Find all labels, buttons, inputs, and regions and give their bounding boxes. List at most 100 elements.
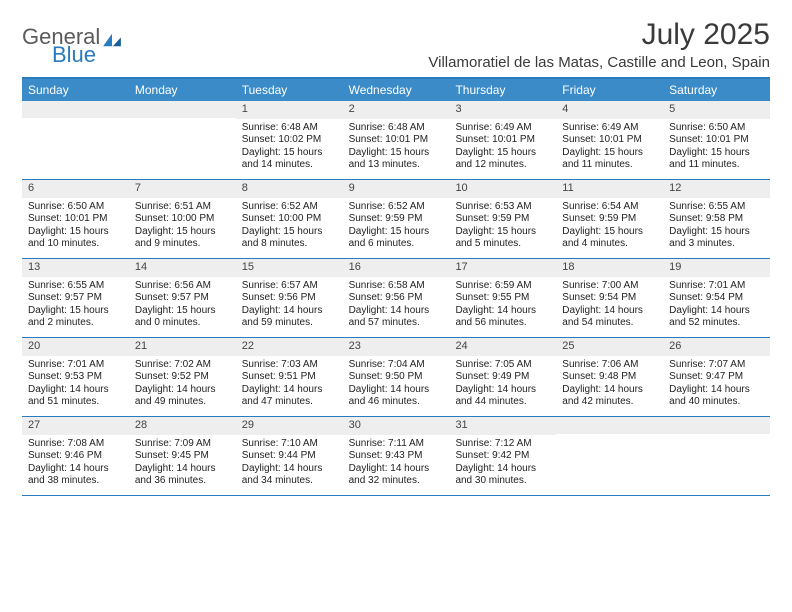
calendar-cell: 16Sunrise: 6:58 AMSunset: 9:56 PMDayligh… [343, 259, 450, 337]
calendar-cell: 23Sunrise: 7:04 AMSunset: 9:50 PMDayligh… [343, 338, 450, 416]
cell-body: Sunrise: 6:58 AMSunset: 9:56 PMDaylight:… [343, 277, 450, 335]
cell-line: Daylight: 14 hours [242, 305, 337, 318]
cell-line: Sunset: 10:02 PM [242, 134, 337, 147]
calendar-cell: 17Sunrise: 6:59 AMSunset: 9:55 PMDayligh… [449, 259, 556, 337]
cell-line: Sunset: 9:57 PM [135, 292, 230, 305]
cell-body: Sunrise: 7:04 AMSunset: 9:50 PMDaylight:… [343, 356, 450, 414]
cell-line: and 3 minutes. [669, 238, 764, 251]
calendar-cell: 22Sunrise: 7:03 AMSunset: 9:51 PMDayligh… [236, 338, 343, 416]
cell-line: Daylight: 14 hours [562, 384, 657, 397]
calendar-grid: SundayMondayTuesdayWednesdayThursdayFrid… [22, 77, 770, 496]
day-number: 19 [663, 259, 770, 277]
cell-body: Sunrise: 7:09 AMSunset: 9:45 PMDaylight:… [129, 435, 236, 493]
cell-line: Sunset: 9:54 PM [669, 292, 764, 305]
cell-line: Daylight: 14 hours [242, 463, 337, 476]
cell-body: Sunrise: 6:50 AMSunset: 10:01 PMDaylight… [22, 198, 129, 256]
cell-line: Daylight: 15 hours [669, 147, 764, 160]
cell-line: Daylight: 15 hours [28, 305, 123, 318]
cell-line: Sunset: 9:42 PM [455, 450, 550, 463]
cell-line: and 34 minutes. [242, 475, 337, 488]
day-number: 23 [343, 338, 450, 356]
cell-line: Sunrise: 7:07 AM [669, 359, 764, 372]
cell-line: Sunset: 9:56 PM [349, 292, 444, 305]
calendar-cell: 11Sunrise: 6:54 AMSunset: 9:59 PMDayligh… [556, 180, 663, 258]
day-number: 21 [129, 338, 236, 356]
day-number: 2 [343, 101, 450, 119]
cell-body: Sunrise: 7:07 AMSunset: 9:47 PMDaylight:… [663, 356, 770, 414]
cell-line: and 5 minutes. [455, 238, 550, 251]
day-number [129, 101, 236, 118]
cell-line: Sunset: 10:00 PM [242, 213, 337, 226]
day-number: 9 [343, 180, 450, 198]
cell-line: Daylight: 15 hours [562, 147, 657, 160]
cell-body: Sunrise: 7:01 AMSunset: 9:53 PMDaylight:… [22, 356, 129, 414]
calendar-cell: 24Sunrise: 7:05 AMSunset: 9:49 PMDayligh… [449, 338, 556, 416]
cell-line: and 32 minutes. [349, 475, 444, 488]
cell-line: Sunset: 9:45 PM [135, 450, 230, 463]
cell-line: Sunset: 10:01 PM [669, 134, 764, 147]
cell-line: Sunrise: 6:48 AM [349, 122, 444, 135]
cell-line: Sunrise: 6:49 AM [455, 122, 550, 135]
cell-body: Sunrise: 7:12 AMSunset: 9:42 PMDaylight:… [449, 435, 556, 493]
cell-line: Daylight: 14 hours [455, 384, 550, 397]
cell-line: Sunrise: 6:52 AM [242, 201, 337, 214]
cell-line: Sunrise: 6:58 AM [349, 280, 444, 293]
cell-line: Sunrise: 6:50 AM [28, 201, 123, 214]
calendar-cell [556, 417, 663, 495]
calendar-cell: 6Sunrise: 6:50 AMSunset: 10:01 PMDayligh… [22, 180, 129, 258]
day-number: 29 [236, 417, 343, 435]
cell-body: Sunrise: 6:48 AMSunset: 10:02 PMDaylight… [236, 119, 343, 177]
cell-body [22, 118, 129, 126]
cell-line: Sunrise: 7:05 AM [455, 359, 550, 372]
day-number: 28 [129, 417, 236, 435]
cell-line: and 57 minutes. [349, 317, 444, 330]
day-number [663, 417, 770, 434]
cell-line: and 51 minutes. [28, 396, 123, 409]
month-title: July 2025 [428, 18, 770, 52]
cell-line: and 49 minutes. [135, 396, 230, 409]
day-header: Tuesday [236, 79, 343, 101]
cell-line: Daylight: 15 hours [562, 226, 657, 239]
day-header: Wednesday [343, 79, 450, 101]
cell-line: Sunrise: 6:49 AM [562, 122, 657, 135]
cell-line: Daylight: 15 hours [242, 147, 337, 160]
day-number: 10 [449, 180, 556, 198]
cell-line: Sunset: 9:43 PM [349, 450, 444, 463]
day-header: Sunday [22, 79, 129, 101]
cell-body: Sunrise: 6:55 AMSunset: 9:57 PMDaylight:… [22, 277, 129, 335]
cell-line: and 8 minutes. [242, 238, 337, 251]
day-number: 16 [343, 259, 450, 277]
cell-line: and 46 minutes. [349, 396, 444, 409]
cell-line: Sunset: 10:01 PM [455, 134, 550, 147]
calendar-cell: 12Sunrise: 6:55 AMSunset: 9:58 PMDayligh… [663, 180, 770, 258]
cell-body: Sunrise: 7:03 AMSunset: 9:51 PMDaylight:… [236, 356, 343, 414]
cell-line: Sunrise: 7:08 AM [28, 438, 123, 451]
cell-line: Sunrise: 6:53 AM [455, 201, 550, 214]
day-header-row: SundayMondayTuesdayWednesdayThursdayFrid… [22, 79, 770, 101]
calendar-cell: 5Sunrise: 6:50 AMSunset: 10:01 PMDayligh… [663, 101, 770, 179]
cell-line: Sunrise: 6:52 AM [349, 201, 444, 214]
cell-line: Sunrise: 7:09 AM [135, 438, 230, 451]
cell-line: Sunset: 9:51 PM [242, 371, 337, 384]
page-header: GeneralBlue July 2025 Villamoratiel de l… [22, 18, 770, 71]
calendar-cell: 2Sunrise: 6:48 AMSunset: 10:01 PMDayligh… [343, 101, 450, 179]
calendar-cell: 10Sunrise: 6:53 AMSunset: 9:59 PMDayligh… [449, 180, 556, 258]
calendar-cell: 29Sunrise: 7:10 AMSunset: 9:44 PMDayligh… [236, 417, 343, 495]
day-number: 15 [236, 259, 343, 277]
cell-line: and 40 minutes. [669, 396, 764, 409]
cell-body: Sunrise: 6:48 AMSunset: 10:01 PMDaylight… [343, 119, 450, 177]
cell-line: Sunrise: 7:10 AM [242, 438, 337, 451]
cell-line: Sunset: 10:01 PM [349, 134, 444, 147]
cell-line: Sunset: 9:49 PM [455, 371, 550, 384]
brand-logo: GeneralBlue [22, 26, 123, 66]
day-number: 12 [663, 180, 770, 198]
location-text: Villamoratiel de las Matas, Castille and… [428, 54, 770, 71]
cell-body: Sunrise: 7:11 AMSunset: 9:43 PMDaylight:… [343, 435, 450, 493]
cell-body: Sunrise: 6:55 AMSunset: 9:58 PMDaylight:… [663, 198, 770, 256]
cell-line: Sunrise: 7:02 AM [135, 359, 230, 372]
cell-line: Daylight: 14 hours [455, 305, 550, 318]
cell-line: Daylight: 14 hours [562, 305, 657, 318]
cell-body: Sunrise: 7:05 AMSunset: 9:49 PMDaylight:… [449, 356, 556, 414]
cell-line: Daylight: 14 hours [455, 463, 550, 476]
day-number: 24 [449, 338, 556, 356]
